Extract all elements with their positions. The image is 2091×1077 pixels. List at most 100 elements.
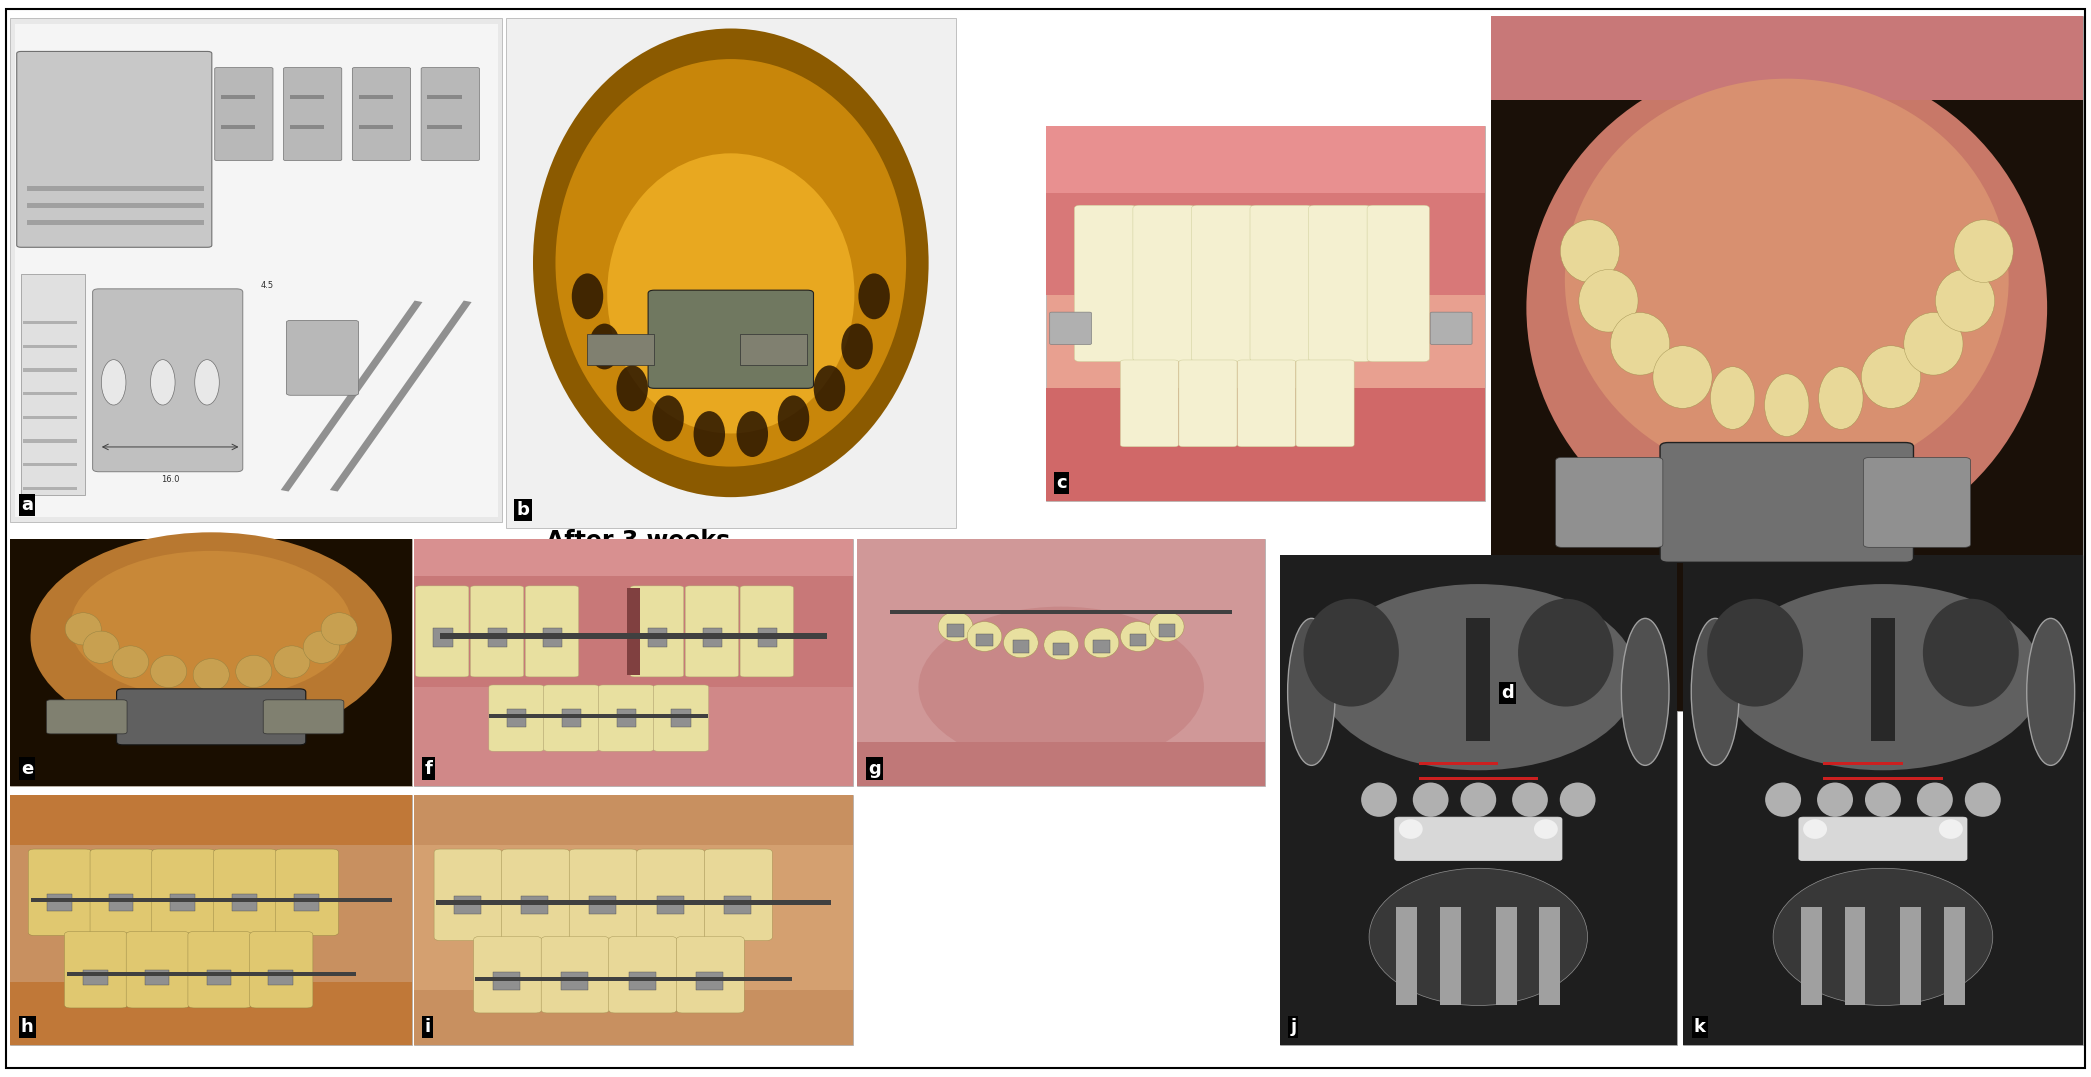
FancyBboxPatch shape [1050,312,1092,345]
Ellipse shape [1414,783,1449,816]
FancyBboxPatch shape [686,586,738,676]
Ellipse shape [1560,783,1595,816]
Bar [1539,908,1560,1006]
Ellipse shape [1917,783,1953,816]
FancyBboxPatch shape [188,932,251,1008]
Text: b: b [516,501,529,519]
Bar [1441,908,1462,1006]
Bar [1871,618,1894,741]
Ellipse shape [1865,783,1901,816]
FancyBboxPatch shape [286,320,360,395]
Text: d: d [1501,684,1514,702]
Bar [23,321,77,324]
Bar [23,487,77,490]
Ellipse shape [841,323,872,369]
Ellipse shape [2026,618,2074,766]
Ellipse shape [151,655,186,687]
FancyBboxPatch shape [598,685,654,752]
Ellipse shape [590,323,621,369]
Ellipse shape [1004,628,1039,658]
Ellipse shape [322,613,358,645]
FancyBboxPatch shape [569,849,638,940]
Ellipse shape [694,411,726,457]
FancyBboxPatch shape [1296,360,1355,447]
FancyBboxPatch shape [29,849,92,936]
FancyBboxPatch shape [215,68,274,160]
Ellipse shape [100,360,125,405]
FancyBboxPatch shape [125,932,190,1008]
Ellipse shape [1121,621,1154,652]
Bar [23,439,77,443]
FancyBboxPatch shape [638,849,705,940]
Bar [10,18,502,522]
Ellipse shape [736,411,767,457]
Ellipse shape [1765,374,1809,436]
Bar [723,896,751,913]
Ellipse shape [1903,312,1963,375]
FancyBboxPatch shape [65,932,128,1008]
Bar [1420,777,1539,780]
Bar [759,628,778,647]
Ellipse shape [617,365,648,411]
Bar [27,220,205,225]
Bar [1466,618,1491,741]
Bar [544,628,562,647]
Bar [414,795,853,1045]
Bar [1054,643,1069,655]
Ellipse shape [606,153,855,433]
Bar [521,896,548,913]
FancyBboxPatch shape [489,685,544,752]
Bar [1158,625,1175,637]
Ellipse shape [113,646,148,679]
Bar [23,368,77,372]
FancyBboxPatch shape [1660,443,1913,562]
Ellipse shape [1560,220,1621,282]
Bar [1823,777,1943,780]
Ellipse shape [1370,868,1587,1006]
Bar [562,710,581,727]
Ellipse shape [571,274,602,319]
FancyBboxPatch shape [435,849,502,940]
FancyBboxPatch shape [470,586,523,676]
FancyBboxPatch shape [1192,206,1255,362]
Bar [629,973,657,990]
Bar [976,634,993,646]
Ellipse shape [1710,367,1754,430]
Bar [1491,16,2083,711]
Text: f: f [424,759,433,778]
Bar [10,538,412,786]
Bar [414,538,853,786]
Bar [1683,555,2083,1045]
Bar [657,896,684,913]
Text: After 3 weeks: After 3 weeks [546,529,730,553]
Bar [1495,908,1516,1006]
Bar [1823,763,1903,766]
Bar [10,538,412,786]
Ellipse shape [1083,628,1119,658]
Ellipse shape [236,655,272,687]
Bar [493,973,521,990]
Bar [1046,126,1485,194]
Text: Immediately  after MARPE installation: Immediately after MARPE installation [1537,27,2047,51]
FancyBboxPatch shape [1121,360,1179,447]
Bar [144,969,169,984]
Bar [232,894,257,911]
Bar [506,18,956,528]
Ellipse shape [778,395,809,442]
Ellipse shape [1936,269,1995,332]
Bar [10,844,412,982]
FancyBboxPatch shape [1798,817,1968,861]
FancyBboxPatch shape [542,937,608,1013]
Ellipse shape [71,550,351,700]
Ellipse shape [1706,599,1802,707]
FancyBboxPatch shape [213,849,276,936]
Ellipse shape [1043,630,1079,660]
Bar [46,894,71,911]
Bar [1280,555,1677,1045]
Bar [360,95,393,99]
Bar [671,710,690,727]
Bar [1012,641,1029,653]
Ellipse shape [1924,599,2018,707]
Text: 4.5: 4.5 [261,281,274,290]
Text: k: k [1694,1018,1706,1036]
